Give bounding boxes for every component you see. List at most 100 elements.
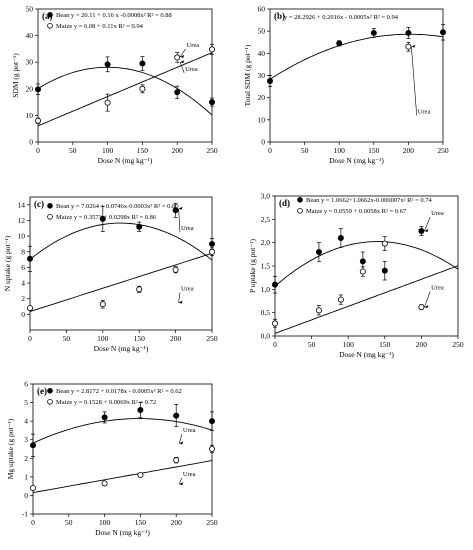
data-point-open <box>418 304 425 311</box>
y-tick-label: 0 <box>261 138 265 147</box>
data-point-filled <box>370 29 377 36</box>
y-tick-label: 60 <box>258 5 266 14</box>
fit-line <box>32 460 213 494</box>
x-axis-label: Dose N (mg kg⁻¹) <box>95 528 150 537</box>
data-point-filled <box>271 281 278 288</box>
x-tick-label: 0 <box>31 518 35 527</box>
x-tick-label: 50 <box>69 146 77 155</box>
data-point-filled <box>418 227 425 234</box>
data-point-filled <box>139 60 146 67</box>
data-point-filled <box>35 86 42 93</box>
fit-line <box>274 241 459 287</box>
x-tick-label: 0 <box>268 146 272 155</box>
data-point-open <box>104 99 111 106</box>
panel-label: (d) <box>279 198 290 208</box>
panel-label: (a) <box>42 11 53 21</box>
y-tick-label: 50 <box>26 5 34 14</box>
data-point-filled <box>101 414 108 421</box>
legend-entry: Maize y = 0.3573 + 0.0298x R² = 0.86 <box>56 214 157 221</box>
y-tick-label: 0,5 <box>261 308 271 317</box>
y-tick-label: 3 <box>24 435 28 444</box>
data-point-open <box>271 320 278 327</box>
data-point-filled <box>381 267 388 274</box>
y-axis-label: Mg uptake (g pot⁻¹) <box>6 418 15 479</box>
legend-entry: Maize y = 0.1528 + 0.0069x R² = 0.72 <box>56 399 156 406</box>
x-tick-label: 0 <box>36 146 40 155</box>
x-tick-label: 200 <box>170 334 182 343</box>
annotation-label: Urea <box>181 285 194 292</box>
y-tick-label: 20 <box>26 84 34 93</box>
annotation-arrow <box>178 477 183 485</box>
x-tick-label: 100 <box>97 334 109 343</box>
y-tick-label: 0 <box>29 138 33 147</box>
x-tick-label: 150 <box>379 340 391 349</box>
x-tick-label: 150 <box>135 518 147 527</box>
chart-panel: 0 50 100 150 200 250 0 2 4 6 8 10 12 14 Dose N (mg kg⁻… <box>3 196 218 353</box>
data-point-open <box>208 445 215 452</box>
annotation-arrow <box>178 208 181 233</box>
legend-entry: Bean y = 20.11 + 0.16 x -0.0008x² R² = 0… <box>56 12 172 19</box>
panel-label: (e) <box>37 386 47 396</box>
chart-panel: 0 50 100 150 200 250 0 10 20 30 40 50 60 Dose N (mg k… <box>243 5 449 166</box>
x-tick-label: 100 <box>334 146 346 155</box>
data-point-open <box>208 248 215 255</box>
y-tick-label: 10 <box>258 115 266 124</box>
x-tick-label: 0 <box>273 340 277 349</box>
annotation-arrowhead <box>424 305 429 309</box>
y-tick-label: 6 <box>21 263 25 272</box>
data-point-filled <box>208 99 215 106</box>
x-axis-label: Dose N (mg kg⁻¹) <box>94 344 149 353</box>
fit-line <box>29 222 213 261</box>
x-tick-label: 150 <box>134 334 146 343</box>
annotation-arrow <box>179 62 185 73</box>
x-tick-label: 200 <box>172 146 184 155</box>
data-point-open <box>139 85 146 92</box>
annotation-label: Urea <box>183 471 196 478</box>
legend-entry: Maize y = 6.08 + 0.11x R² = 0.94 <box>56 23 144 30</box>
x-tick-label: 100 <box>343 340 355 349</box>
data-point-open <box>137 471 144 478</box>
annotation-label: Urea <box>187 42 200 49</box>
y-tick-label: 10 <box>18 232 26 241</box>
legend-marker <box>297 208 303 214</box>
y-tick-label: 2 <box>24 454 28 463</box>
y-axis-label: N uptake (g pot⁻¹) <box>3 235 12 291</box>
annotation-arrowhead <box>179 441 184 445</box>
fit-line <box>274 265 459 334</box>
data-point-filled <box>266 78 273 85</box>
x-tick-label: 200 <box>171 518 183 527</box>
legend-entry: Bean y = 2.8172 + 0.0178x - 0.0005x² R² … <box>56 388 182 395</box>
y-tick-label: 0 <box>21 310 25 319</box>
annotation-label: Urea <box>418 108 431 115</box>
legend-marker <box>47 203 53 209</box>
y-tick-label: 8 <box>21 247 25 256</box>
x-tick-label: 250 <box>452 340 464 349</box>
data-point-filled <box>359 258 366 265</box>
data-point-filled <box>315 248 322 255</box>
fit-line <box>32 418 213 444</box>
y-tick-label: 1,0 <box>261 285 271 294</box>
y-tick-label: 0,0 <box>261 332 271 341</box>
annotation-arrowhead <box>179 482 184 486</box>
data-point-open <box>174 54 181 61</box>
legend-entry: Bean y = 1.0662+1.0662x-0.000007x² R² = … <box>306 197 433 204</box>
legend-entry: Maize y = 0.0559 + 0.0058x R² = 0.67 <box>306 208 407 215</box>
data-point-open <box>35 117 42 124</box>
legend-entry: y = 28.2926 + 0.2016x - 0.0005x² R² = 0.… <box>284 14 399 21</box>
y-tick-label: 3,0 <box>261 192 271 201</box>
x-tick-label: 200 <box>403 146 415 155</box>
y-tick-label: 4 <box>24 417 28 426</box>
y-tick-label: 40 <box>258 49 266 58</box>
annotation-arrowhead <box>180 54 185 58</box>
y-tick-label: 14 <box>18 200 26 209</box>
legend-marker <box>47 214 53 220</box>
x-tick-label: 250 <box>206 334 218 343</box>
y-tick-label: 50 <box>258 27 266 36</box>
legend-entry: Bean y = 7.0264 + 0.0746x-0.0003x² R² = … <box>56 203 179 210</box>
annotation-arrowhead <box>411 44 416 48</box>
data-point-filled <box>172 207 179 214</box>
x-axis-label: Dose N (mg kg⁻¹) <box>329 156 384 165</box>
y-tick-label: 1 <box>24 472 28 481</box>
